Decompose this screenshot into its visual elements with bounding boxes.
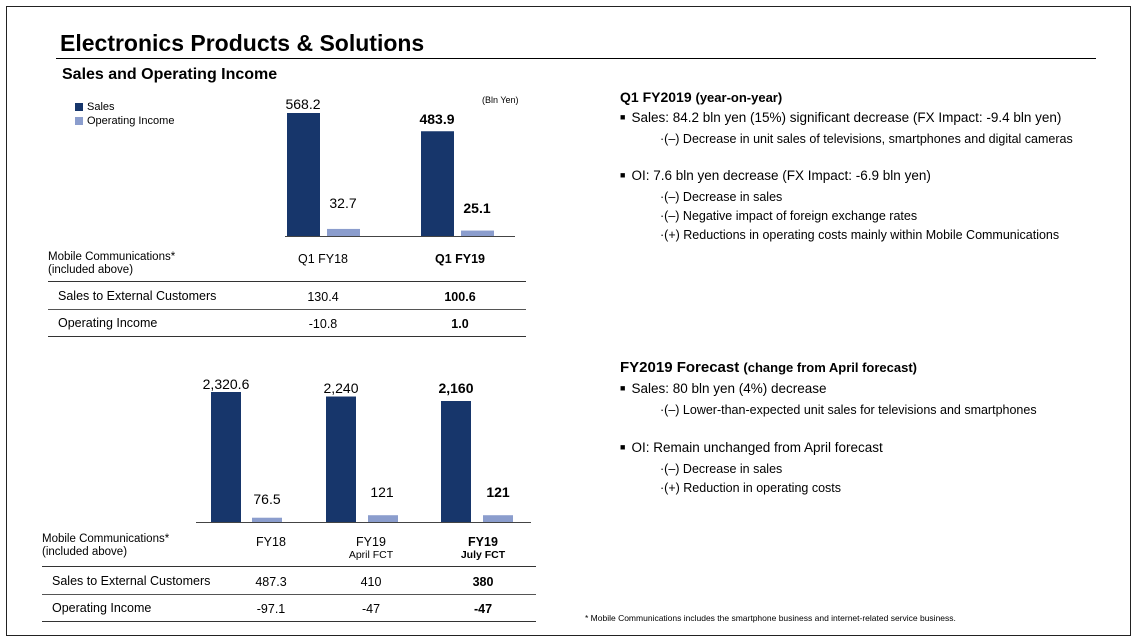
table2-row1-fy19-july: 380 xyxy=(472,575,494,589)
table1-header-q1fy19: Q1 FY19 xyxy=(434,252,486,266)
table1-mobile-sub: (included above) xyxy=(48,264,134,276)
chart2-sales-label-fy19-july: 2,160 xyxy=(438,380,474,396)
q1-heading-sub: (year-on-year) xyxy=(695,90,783,105)
chart2-oi-bar-1 xyxy=(368,515,398,522)
table2-mobile-label: Mobile Communications* xyxy=(42,533,170,545)
q1-sales-sub-1: ·(–) Decrease in unit sales of televisio… xyxy=(660,132,1073,146)
table1-rule-top xyxy=(48,281,526,282)
footnote: * Mobile Communications includes the sma… xyxy=(585,613,956,623)
q1-heading: Q1 FY2019 (year-on-year) xyxy=(620,89,782,105)
chart1-oi-bar-1 xyxy=(461,230,494,236)
q1-oi-sub-3: ·(+) Reductions in operating costs mainl… xyxy=(660,228,1060,242)
table2-row2-fy19-april: -47 xyxy=(361,602,381,616)
chart2-oi-label-fy19-july: 121 xyxy=(486,484,510,500)
table1-row1-label: Sales to External Customers xyxy=(58,289,217,303)
table2-row1-fy18: 487.3 xyxy=(255,575,287,589)
page-subtitle: Sales and Operating Income xyxy=(62,66,278,83)
chart1-oi-label-q1fy18: 32.7 xyxy=(329,195,357,211)
table2-rule-bottom xyxy=(42,621,536,622)
fcst-sales-bullet: Sales: 80 bln yen (4%) decrease xyxy=(620,381,826,396)
table2-row1-label: Sales to External Customers xyxy=(52,574,211,588)
fcst-oi-sub-1: ·(–) Decrease in sales xyxy=(660,462,783,476)
table2-mobile-sub: (included above) xyxy=(42,546,128,558)
chart2-sales-bar-1 xyxy=(326,396,356,522)
chart2-oi-label-fy18: 76.5 xyxy=(253,491,281,507)
table2-header-fy18: FY18 xyxy=(256,535,286,549)
fcst-oi-bullet: OI: Remain unchanged from April forecast xyxy=(620,440,882,455)
table1-rule-mid xyxy=(48,309,526,310)
q1-sales-bullet: Sales: 84.2 bln yen (15%) significant de… xyxy=(620,110,1061,125)
table2-header-fy19-july: FY19 xyxy=(468,535,498,549)
chart2-sales-bar-2 xyxy=(441,400,471,522)
chart-unit-label: (Bln Yen) xyxy=(482,95,519,105)
fcst-heading-sub: (change from April forecast) xyxy=(743,360,918,375)
chart1-sales-label-q1fy19: 483.9 xyxy=(419,111,455,127)
chart1-oi-label-q1fy19: 25.1 xyxy=(463,200,491,216)
page-title: Electronics Products & Solutions xyxy=(60,30,425,56)
chart2-oi-bar-0 xyxy=(252,517,282,522)
slide-frame xyxy=(6,6,1131,636)
q1-oi-bullet: OI: 7.6 bln yen decrease (FX Impact: -6.… xyxy=(620,168,930,183)
table2-header-fy19-july-sub: July FCT xyxy=(460,549,506,561)
fcst-heading-main: FY2019 Forecast xyxy=(620,359,740,376)
table2-header-fy19-april: FY19 xyxy=(356,535,386,549)
chart2-oi-label-fy19-april: 121 xyxy=(370,484,394,500)
fcst-sales-sub-1: ·(–) Lower-than-expected unit sales for … xyxy=(660,403,1037,417)
table1-rule-bottom xyxy=(48,336,526,337)
chart1-baseline xyxy=(285,236,515,237)
table2-row1-fy19-april: 410 xyxy=(360,575,382,589)
table1-row2-q1fy19: 1.0 xyxy=(451,317,469,331)
table2-header-fy19-april-sub: April FCT xyxy=(348,549,394,561)
fcst-oi-sub-2: ·(+) Reduction in operating costs xyxy=(660,481,841,495)
table1-row1-q1fy19: 100.6 xyxy=(444,290,476,304)
legend-label-operating-income: Operating Income xyxy=(87,115,175,127)
legend-swatch-operating-income xyxy=(75,117,83,125)
table1-mobile-label: Mobile Communications* xyxy=(48,251,176,263)
table2-row2-fy18: -97.1 xyxy=(256,602,286,616)
legend-label-sales: Sales xyxy=(87,101,115,113)
chart1-sales-bar-0 xyxy=(287,113,320,236)
chart1-sales-bar-1 xyxy=(421,131,454,236)
legend-swatch-sales xyxy=(75,103,83,111)
chart1-sales-label-q1fy18: 568.2 xyxy=(285,96,321,112)
chart2-sales-bar-0 xyxy=(211,392,241,522)
table2-rule-mid xyxy=(42,594,536,595)
q1-heading-main: Q1 FY2019 xyxy=(620,89,692,105)
table1-row2-label: Operating Income xyxy=(58,316,158,330)
table2-rule-top xyxy=(42,566,536,567)
legend-item-operating-income: Operating Income xyxy=(75,115,174,127)
table1-row2-q1fy18: -10.8 xyxy=(308,317,338,331)
chart2-baseline xyxy=(196,522,531,523)
chart2-sales-label-fy18: 2,320.6 xyxy=(202,376,250,392)
table1-row1-q1fy18: 130.4 xyxy=(307,290,339,304)
q1-oi-sub-1: ·(–) Decrease in sales xyxy=(660,190,783,204)
chart2-sales-label-fy19-april: 2,240 xyxy=(323,380,359,396)
q1-oi-sub-2: ·(–) Negative impact of foreign exchange… xyxy=(660,209,918,223)
table2-row2-label: Operating Income xyxy=(52,601,152,615)
fcst-heading: FY2019 Forecast (change from April forec… xyxy=(620,359,917,376)
table1-header-q1fy18: Q1 FY18 xyxy=(297,252,349,266)
legend-item-sales: Sales xyxy=(75,101,115,113)
table2-row2-fy19-july: -47 xyxy=(473,602,493,616)
chart2-oi-bar-2 xyxy=(483,515,513,522)
title-divider xyxy=(56,58,1096,59)
chart1-oi-bar-0 xyxy=(327,228,360,236)
